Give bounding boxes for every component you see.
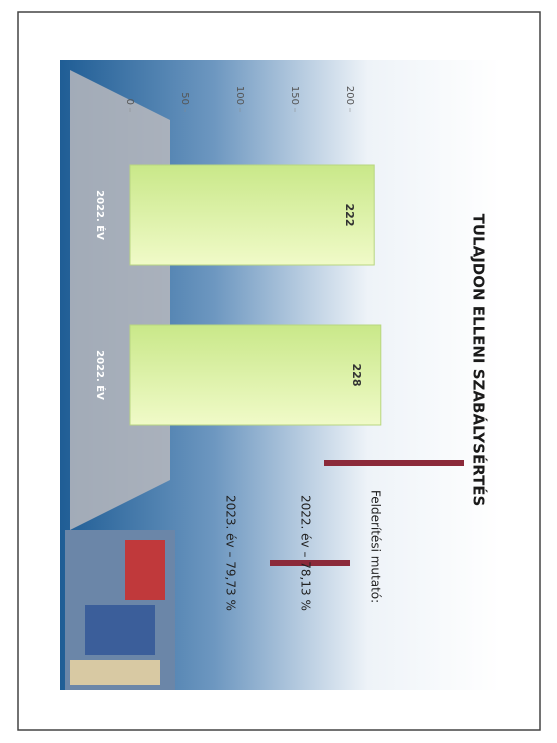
photo <box>65 530 175 690</box>
annotation: Felderítési mutató: <box>369 490 383 603</box>
y-tick-label: 50 <box>179 92 190 105</box>
annotation: 2022. év – 78,13 % <box>299 495 313 611</box>
annotation-accent <box>270 560 350 566</box>
title-accent <box>324 460 464 466</box>
y-tick-label: 0 <box>124 99 135 105</box>
data-label: 228 <box>350 364 363 387</box>
y-tick-label: 100 <box>234 86 245 105</box>
photo-detail <box>125 540 165 600</box>
slide: TULAJDON ELLENI SZABÁLYSÉRTÉS Felderítés… <box>60 60 500 690</box>
y-tick-label: 150 <box>289 86 300 105</box>
photo-detail <box>85 605 155 655</box>
y-tick-label: 200 <box>344 86 355 105</box>
x-tick-label: 2022. ÉV <box>94 350 107 400</box>
x-tick-label: 2022. ÉV <box>94 190 107 240</box>
slide-title: TULAJDON ELLENI SZABÁLYSÉRTÉS <box>470 214 489 507</box>
bar <box>129 164 375 266</box>
floor <box>70 70 170 530</box>
photo-detail <box>70 660 160 685</box>
data-label: 222 <box>343 204 356 227</box>
annotation: 2023. év – 79,73 % <box>224 495 238 611</box>
bar <box>129 324 382 426</box>
